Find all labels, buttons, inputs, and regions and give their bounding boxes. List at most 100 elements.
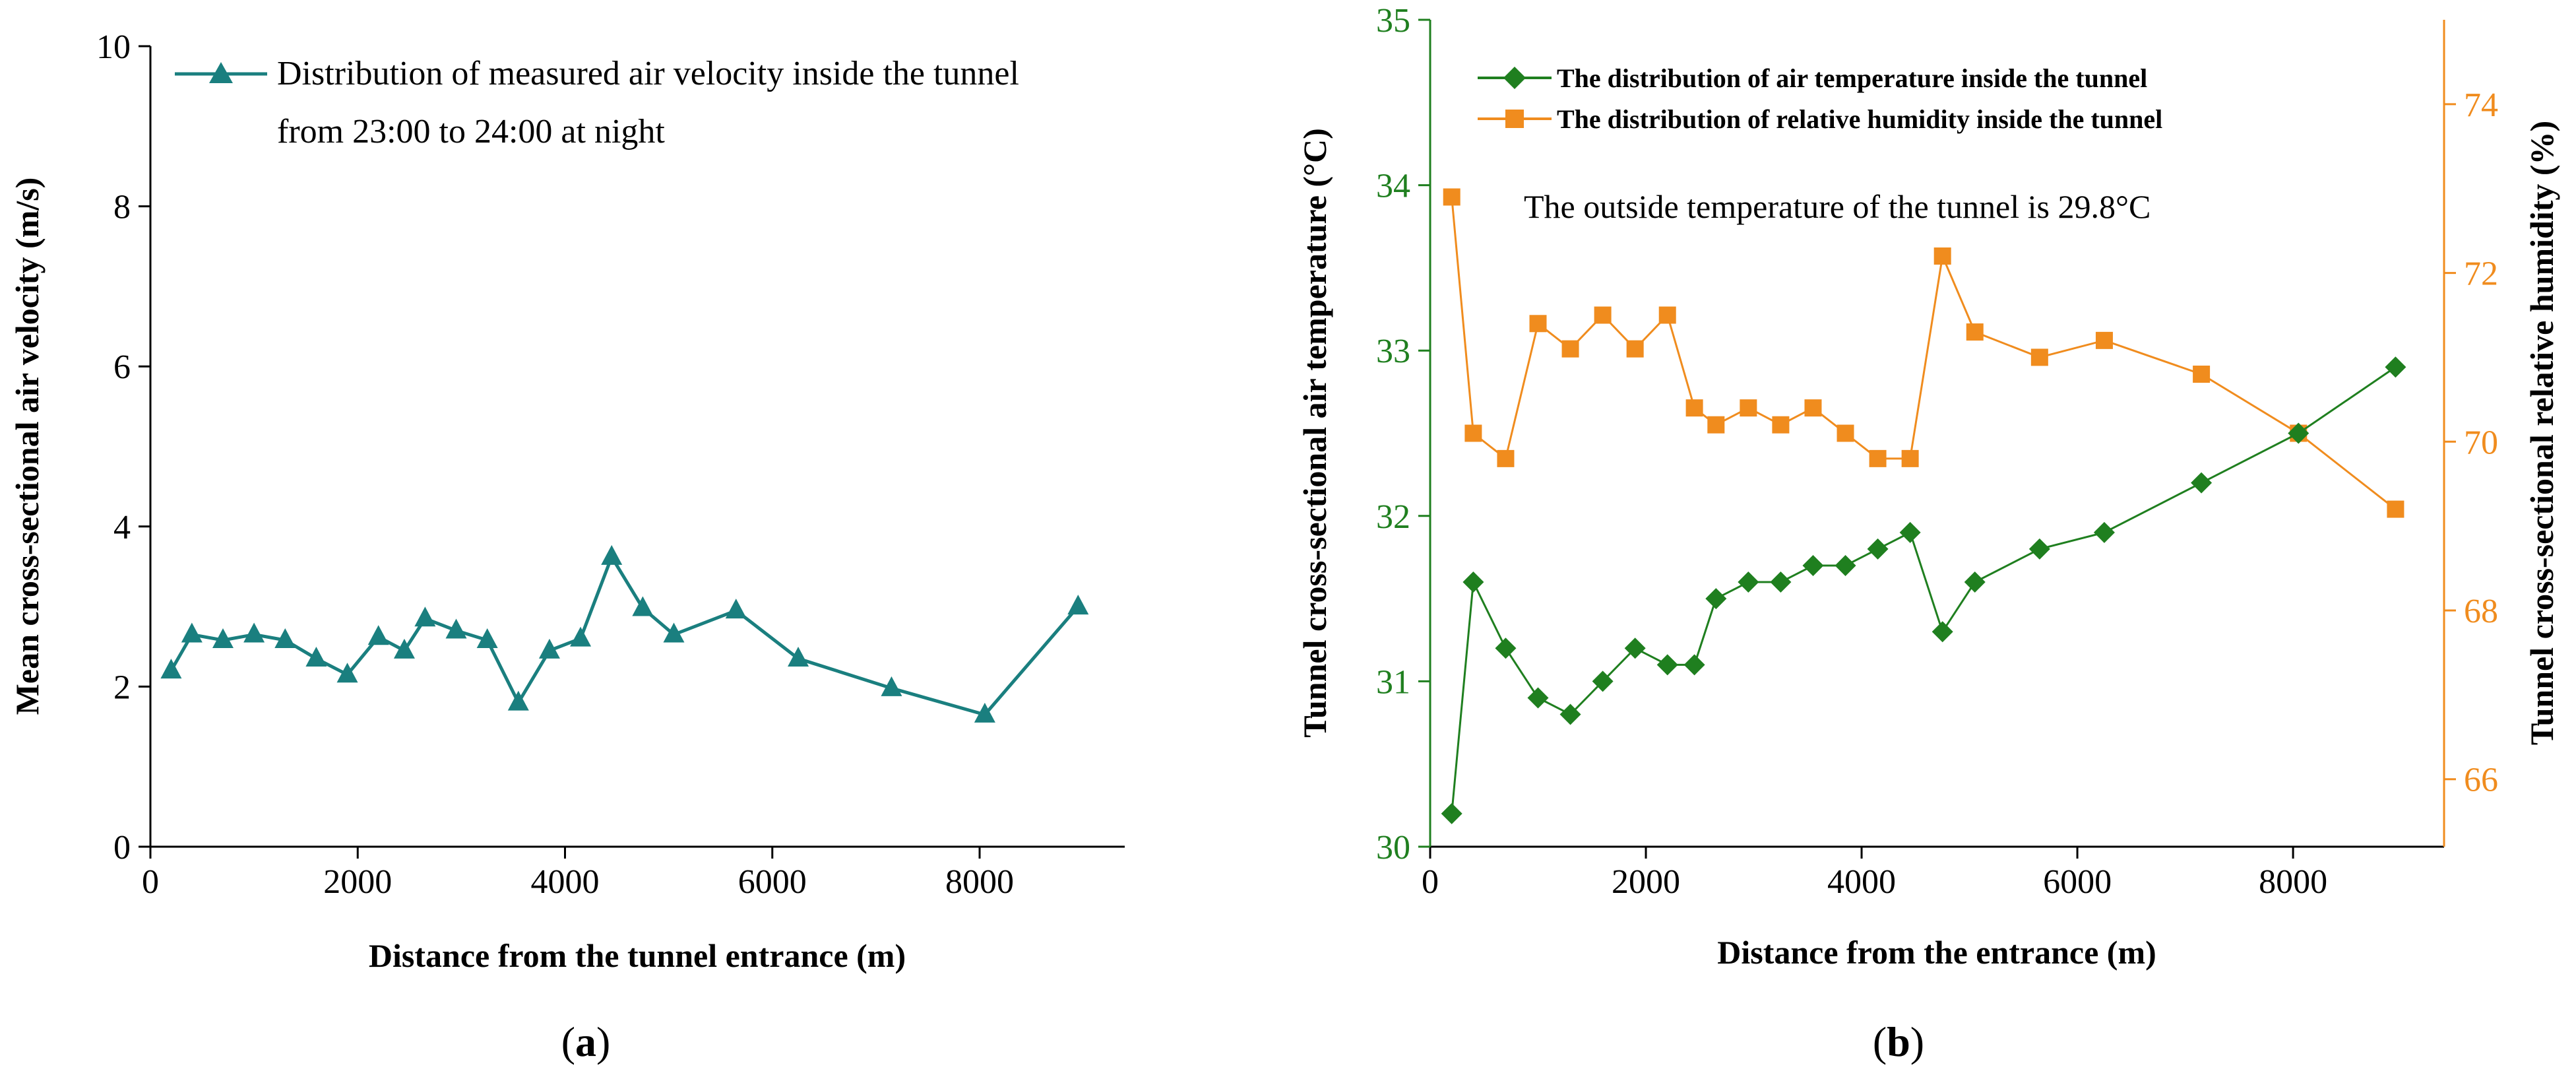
humidity-data-point (1740, 399, 1757, 417)
panel-b-legend-temp-marker (1503, 67, 1526, 89)
left-y-tick-label: 34 (1376, 168, 1410, 205)
panel-b-legend: The distribution of air temperature insi… (1478, 63, 2162, 134)
humidity-data-point (2387, 500, 2404, 518)
temperature-data-point (1441, 802, 1462, 824)
velocity-data-point (243, 622, 265, 643)
temperature-data-point (1462, 572, 1484, 593)
right-y-tick-label: 74 (2464, 86, 2498, 124)
panel-b-right-y-axis-title: Tunnel cross-sectional relative humidity… (2523, 121, 2560, 745)
panel-b-legend-temp-label: The distribution of air temperature insi… (1557, 63, 2147, 93)
temperature-data-point (1835, 554, 1856, 576)
left-y-tick-label: 30 (1376, 829, 1410, 866)
panel-a-x-axis-title: Distance from the tunnel entrance (m) (369, 937, 906, 974)
velocity-data-point (274, 628, 296, 649)
velocity-data-point (632, 596, 654, 616)
left-y-tick-label: 31 (1376, 663, 1410, 701)
velocity-data-point (1067, 595, 1089, 615)
panel-a-label: (a) (561, 1018, 611, 1065)
panel-a-y-ticks: 0 2 4 6 8 10 (96, 28, 150, 866)
panel-b-label-close: ) (1910, 1018, 1924, 1065)
temperature-data-point (1899, 521, 1921, 543)
velocity-data-point (160, 659, 182, 679)
x-tick-label: 8000 (2259, 863, 2327, 901)
x-tick-label: 2000 (1612, 863, 1680, 901)
velocity-data-point (476, 628, 498, 649)
panel-b-left-y-axis-title: Tunnel cross-sectional air temperature (… (1296, 128, 1333, 738)
temperature-data-point (1495, 638, 1517, 659)
panel-b-label: (b) (1873, 1018, 1924, 1065)
velocity-data-point (507, 690, 529, 711)
humidity-data-point (1772, 416, 1790, 434)
x-tick-label: 4000 (531, 863, 600, 901)
humidity-data-point (1901, 449, 1919, 467)
panel-b-right-y-ticks: 66 68 70 72 74 (2444, 86, 2498, 799)
temperature-data-point (1656, 654, 1678, 676)
panel-a-legend-line2: from 23:00 to 24:00 at night (277, 113, 665, 150)
panel-b-x-ticks: 0 2000 4000 6000 8000 (1422, 847, 2327, 901)
humidity-data-point (1869, 449, 1887, 467)
x-tick-label: 2000 (323, 863, 392, 901)
humidity-series-line (1451, 197, 2397, 510)
humidity-data-point (1837, 424, 1854, 442)
humidity-data-point (1529, 315, 1547, 333)
humidity-data-point (2193, 366, 2211, 383)
panel-a-legend-marker (209, 62, 233, 83)
panel-a-legend-line1: Distribution of measured air velocity in… (277, 55, 1019, 92)
humidity-data-point (1497, 449, 1515, 467)
humidity-data-point (1658, 306, 1676, 324)
velocity-data-point (725, 599, 747, 619)
panel-a-y-axis-title: Mean cross-sectional air velocity (m/s) (9, 178, 46, 715)
panel-a-x-ticks: 0 2000 4000 6000 8000 (142, 847, 1014, 901)
left-y-tick-label: 32 (1376, 498, 1410, 536)
temperature-data-point (2288, 422, 2309, 444)
panel-b-left-y-ticks: 30 31 32 33 34 35 (1376, 2, 1430, 866)
velocity-data-point (788, 646, 809, 667)
humidity-data-point (2030, 348, 2048, 366)
velocity-data-point (336, 663, 358, 683)
temperature-data-point (1527, 687, 1549, 709)
panel-b-annotation: The outside temperature of the tunnel is… (1524, 188, 2151, 225)
temperature-data-point (1867, 538, 1889, 560)
velocity-data-point (305, 646, 327, 667)
temperature-data-point (1705, 588, 1727, 610)
panel-a-legend: Distribution of measured air velocity in… (175, 55, 1019, 150)
velocity-data-point (601, 544, 623, 565)
humidity-data-point (1464, 424, 1482, 442)
velocity-data-point (570, 626, 592, 647)
x-tick-label: 4000 (1827, 863, 1896, 901)
left-y-tick-label: 10 (96, 28, 131, 66)
temperature-data-point (1592, 670, 1614, 692)
velocity-data-point (663, 622, 685, 643)
panel-a-velocity-chart: 0 2000 4000 6000 8000 0 2 4 6 8 10 Distribution o… (9, 28, 1125, 1065)
left-y-tick-label: 6 (113, 348, 131, 386)
velocity-data-point (212, 628, 234, 649)
left-y-tick-label: 8 (113, 189, 131, 226)
temperature-data-point (2028, 538, 2050, 560)
temperature-data-point (1683, 654, 1705, 676)
velocity-data-point (181, 622, 203, 643)
velocity-data-point (445, 618, 467, 639)
panel-b-legend-rh-label: The distribution of relative humidity in… (1557, 104, 2162, 134)
right-y-tick-label: 66 (2464, 762, 2498, 799)
x-tick-label: 0 (1422, 863, 1439, 901)
panel-b-legend-rh-marker (1505, 110, 1524, 128)
temperature-data-point (1932, 621, 1953, 643)
temperature-data-point (2385, 356, 2406, 378)
temperature-data-point (1802, 554, 1824, 576)
temperature-data-point (1559, 703, 1581, 725)
humidity-data-point (1685, 399, 1703, 417)
humidity-data-point (1966, 323, 1984, 341)
panel-b-label-letter: b (1887, 1018, 1910, 1065)
temperature-data-point (1624, 638, 1646, 659)
x-tick-label: 0 (142, 863, 159, 901)
humidity-data-point (1933, 247, 1951, 265)
humidity-data-point (1443, 188, 1461, 206)
temperature-data-point (2093, 521, 2115, 543)
x-tick-label: 6000 (738, 863, 807, 901)
left-y-tick-label: 4 (113, 509, 131, 546)
humidity-data-point (1626, 340, 1644, 358)
velocity-data-point (881, 676, 902, 696)
left-y-tick-label: 2 (113, 669, 131, 706)
x-tick-label: 6000 (2043, 863, 2112, 901)
